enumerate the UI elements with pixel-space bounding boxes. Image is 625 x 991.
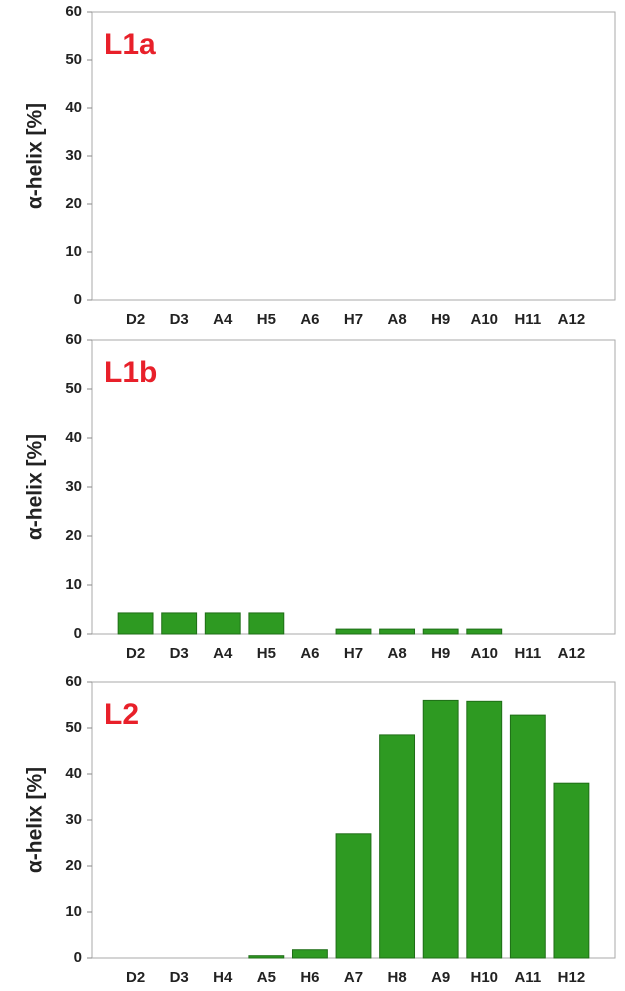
x-tick-label: D2 bbox=[126, 969, 145, 986]
y-axis-label: α-helix [%] bbox=[24, 434, 47, 540]
y-tick-label: 0 bbox=[74, 625, 82, 642]
x-tick-label: A7 bbox=[344, 969, 363, 986]
x-tick-label: H5 bbox=[257, 645, 276, 662]
x-tick-label: A12 bbox=[558, 645, 586, 662]
y-tick-label: 50 bbox=[65, 51, 82, 68]
y-tick-label: 60 bbox=[65, 3, 82, 20]
x-tick-label: D3 bbox=[170, 969, 189, 986]
x-tick-label: H12 bbox=[558, 969, 586, 986]
bar bbox=[379, 734, 416, 959]
y-tick-label: 0 bbox=[74, 291, 82, 308]
y-tick-label: 10 bbox=[65, 576, 82, 593]
bar bbox=[379, 628, 416, 635]
x-tick-label: A12 bbox=[558, 311, 586, 328]
x-tick-label: H8 bbox=[387, 969, 406, 986]
bar bbox=[117, 612, 154, 635]
y-axis-label: α-helix [%] bbox=[24, 103, 47, 209]
y-tick-label: 60 bbox=[65, 673, 82, 690]
plot-frame bbox=[91, 339, 616, 635]
x-tick-label: H7 bbox=[344, 645, 363, 662]
x-tick-label: D2 bbox=[126, 311, 145, 328]
x-tick-label: A4 bbox=[213, 311, 233, 328]
y-tick-label: 50 bbox=[65, 380, 82, 397]
x-tick-label: H11 bbox=[514, 645, 541, 662]
y-tick-label: 0 bbox=[74, 949, 82, 966]
x-tick-label: H11 bbox=[514, 311, 541, 328]
bar bbox=[291, 949, 328, 959]
y-tick-label: 40 bbox=[65, 99, 82, 116]
x-tick-label: A4 bbox=[213, 645, 233, 662]
y-tick-label: 60 bbox=[65, 331, 82, 348]
x-tick-label: D2 bbox=[126, 645, 145, 662]
x-tick-label: A10 bbox=[470, 645, 498, 662]
y-tick-label: 10 bbox=[65, 243, 82, 260]
y-tick-label: 30 bbox=[65, 811, 82, 828]
x-tick-label: H5 bbox=[257, 311, 276, 328]
x-tick-label: H4 bbox=[213, 969, 233, 986]
bar bbox=[553, 782, 590, 959]
panel-label: L1b bbox=[104, 356, 157, 389]
bar bbox=[509, 714, 546, 959]
x-tick-label: A11 bbox=[514, 969, 541, 986]
bar bbox=[204, 612, 241, 635]
bar bbox=[466, 628, 503, 635]
x-tick-label: H10 bbox=[470, 969, 498, 986]
x-tick-label: A8 bbox=[387, 645, 406, 662]
x-tick-label: H6 bbox=[300, 969, 319, 986]
plot-frame bbox=[91, 11, 616, 301]
bar bbox=[422, 699, 459, 959]
bar bbox=[466, 700, 503, 959]
y-tick-label: 40 bbox=[65, 765, 82, 782]
x-tick-label: A6 bbox=[300, 645, 319, 662]
bar bbox=[422, 628, 459, 635]
y-axis-label: α-helix [%] bbox=[24, 767, 47, 873]
y-tick-label: 40 bbox=[65, 429, 82, 446]
y-tick-label: 20 bbox=[65, 527, 82, 544]
y-tick-label: 30 bbox=[65, 478, 82, 495]
x-tick-label: H9 bbox=[431, 311, 450, 328]
y-tick-label: 10 bbox=[65, 903, 82, 920]
bar bbox=[161, 612, 198, 635]
x-tick-label: A10 bbox=[470, 311, 498, 328]
y-tick-label: 20 bbox=[65, 857, 82, 874]
x-tick-label: D3 bbox=[170, 311, 189, 328]
x-tick-label: A6 bbox=[300, 311, 319, 328]
x-tick-label: A8 bbox=[387, 311, 406, 328]
x-tick-label: H9 bbox=[431, 645, 450, 662]
y-tick-label: 20 bbox=[65, 195, 82, 212]
y-tick-label: 30 bbox=[65, 147, 82, 164]
bar bbox=[248, 612, 285, 635]
x-tick-label: A5 bbox=[257, 969, 276, 986]
panel-label: L2 bbox=[104, 698, 139, 731]
bar bbox=[248, 955, 285, 959]
x-tick-label: A9 bbox=[431, 969, 450, 986]
x-tick-label: D3 bbox=[170, 645, 189, 662]
bar bbox=[335, 833, 372, 959]
panel-label: L1a bbox=[104, 28, 156, 61]
y-tick-label: 50 bbox=[65, 719, 82, 736]
x-tick-label: H7 bbox=[344, 311, 363, 328]
bar bbox=[335, 628, 372, 635]
